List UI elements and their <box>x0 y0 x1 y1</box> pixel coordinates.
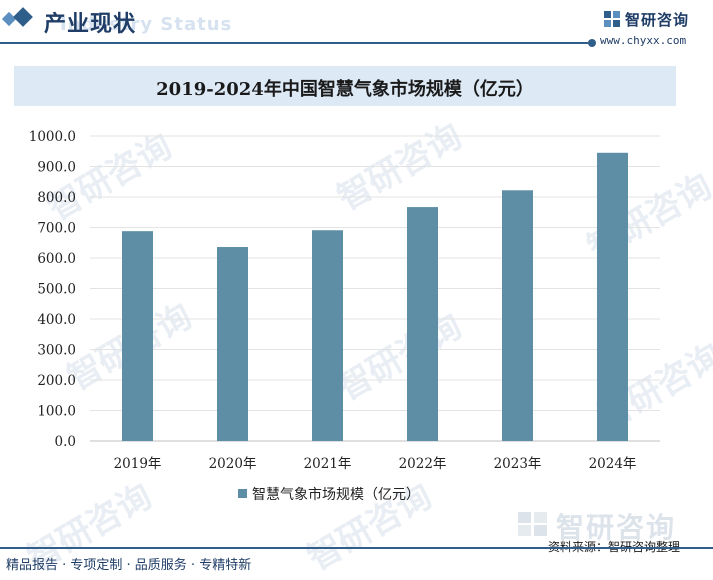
y-tick-label: 1000.0 <box>29 129 76 145</box>
y-tick-label: 300.0 <box>37 343 76 359</box>
footer-slogan: 精品报告 · 专项定制 · 品质服务 · 专精特新 <box>6 558 252 573</box>
x-tick-label: 2019年 <box>114 456 162 472</box>
x-tick-label: 2022年 <box>399 456 447 472</box>
section-title: 产业现状 <box>44 12 137 37</box>
y-tick-label: 700.0 <box>37 221 76 237</box>
x-tick-label: 2021年 <box>304 456 352 472</box>
brand-name: 智研咨询 <box>625 11 690 29</box>
chart-title-bar: 2019-2024年中国智慧气象市场规模（亿元） <box>14 66 676 106</box>
x-tick-label: 2024年 <box>589 456 637 472</box>
footer-logo-icon <box>518 512 547 536</box>
brand-logo-icon <box>604 11 620 27</box>
header-divider <box>0 42 592 44</box>
header-ghost-text: Industry Status <box>60 14 233 35</box>
y-tick-label: 200.0 <box>37 373 76 389</box>
header-divider-dot <box>588 39 596 47</box>
y-tick-label: 100.0 <box>37 404 76 420</box>
bar <box>597 152 628 441</box>
bar <box>407 207 438 441</box>
footer-brand-name: 智研咨询 <box>556 511 677 544</box>
x-tick-label: 2020年 <box>209 456 257 472</box>
footer-divider <box>0 547 713 549</box>
brand-url: www.chyxx.com <box>600 34 687 47</box>
y-tick-label: 0.0 <box>55 434 76 450</box>
chart-title: 2019-2024年中国智慧气象市场规模（亿元） <box>156 79 534 100</box>
y-tick-label: 900.0 <box>37 160 76 176</box>
y-tick-label: 800.0 <box>37 190 76 206</box>
bar <box>122 231 153 441</box>
bar <box>312 230 343 441</box>
y-tick-label: 600.0 <box>37 251 76 267</box>
legend-swatch <box>238 489 247 498</box>
x-tick-label: 2023年 <box>494 456 542 472</box>
y-tick-label: 400.0 <box>37 312 76 328</box>
bar <box>217 247 248 441</box>
y-tick-label: 500.0 <box>37 282 76 298</box>
bar <box>502 190 533 441</box>
legend-label: 智慧气象市场规模（亿元） <box>252 487 420 503</box>
